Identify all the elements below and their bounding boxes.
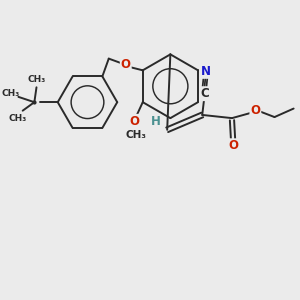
Text: CH₃: CH₃ — [2, 89, 20, 98]
Text: O: O — [121, 58, 131, 71]
Text: CH₃: CH₃ — [27, 75, 46, 84]
Text: H: H — [151, 115, 160, 128]
Text: O: O — [228, 139, 238, 152]
Text: CH₃: CH₃ — [8, 114, 26, 123]
Text: N: N — [200, 65, 210, 78]
Text: CH₃: CH₃ — [126, 130, 147, 140]
Text: C: C — [200, 87, 209, 100]
Text: O: O — [129, 115, 139, 128]
Text: O: O — [250, 104, 260, 117]
